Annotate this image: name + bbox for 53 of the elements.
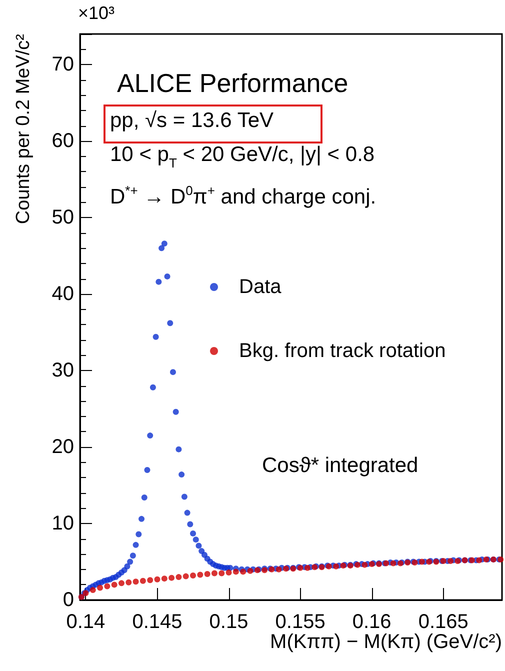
point [448, 558, 454, 564]
point [211, 570, 218, 576]
point [147, 577, 154, 584]
annotation: pp, √s = 13.6 TeV [110, 109, 274, 132]
point [218, 570, 225, 576]
point [132, 578, 139, 585]
y-tick-label: 20 [52, 436, 74, 458]
point [390, 560, 396, 566]
x-tick-label: 0.165 [418, 611, 468, 633]
y-tick-label: 70 [52, 54, 74, 76]
point [140, 578, 146, 584]
x-tick-label: 0.155 [275, 611, 326, 633]
point [276, 566, 282, 572]
point [190, 572, 196, 579]
point [247, 568, 254, 574]
text: ALICE Performance [117, 68, 348, 98]
point [161, 576, 168, 582]
x-axis-title: M(Kππ) − M(Kπ) (GeV/c²) [270, 631, 502, 653]
y-tick-label: 10 [52, 512, 74, 535]
point [176, 574, 182, 580]
point [168, 574, 175, 581]
point [126, 579, 132, 586]
x-tick-label: 0.16 [352, 611, 392, 633]
legend-label: Data [239, 276, 282, 298]
y-tick-label: 40 [52, 283, 74, 306]
point [333, 563, 340, 570]
annotation: Cosϑ* integrated [262, 454, 418, 477]
x-tick-label: 0.14 [66, 611, 106, 633]
point [240, 568, 246, 575]
y-axis-title: Counts per 0.2 MeV/c² [13, 34, 34, 224]
point [90, 587, 96, 594]
point [226, 569, 232, 576]
text: ×10³ [78, 3, 115, 23]
point [182, 573, 189, 580]
point [362, 562, 368, 568]
point [476, 557, 482, 564]
point [97, 584, 104, 591]
point [111, 582, 118, 588]
legend-label: Bkg. from track rotation [239, 340, 446, 362]
y-tick-label: 0 [62, 589, 74, 611]
y-tick-label: 30 [52, 360, 74, 382]
point [304, 564, 310, 571]
point [418, 558, 425, 565]
y-tick-label: 60 [52, 130, 74, 152]
point [197, 572, 204, 578]
point [154, 576, 160, 582]
x-tick-label: 0.145 [132, 611, 182, 633]
x-tick-label: 0.15 [209, 611, 248, 633]
point [232, 568, 239, 575]
point [204, 570, 210, 577]
y-tick-label: 50 [52, 206, 74, 229]
point [104, 583, 110, 590]
point [118, 580, 124, 586]
